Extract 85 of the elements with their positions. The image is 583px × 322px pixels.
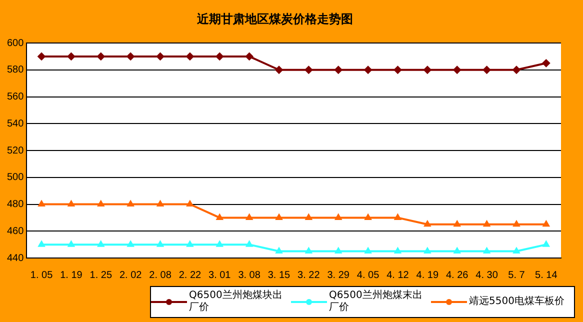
point xyxy=(305,214,312,220)
point xyxy=(454,220,461,227)
point xyxy=(186,200,194,206)
point xyxy=(512,66,520,74)
x-tick-label: 3. 15 xyxy=(268,270,291,281)
x-tick-label: 4. 30 xyxy=(476,270,498,281)
y-tick-label: 460 xyxy=(6,226,24,237)
point xyxy=(482,66,491,74)
point xyxy=(305,247,312,254)
point xyxy=(542,59,550,68)
point xyxy=(275,214,283,220)
legend-label: Q6500兰州炮煤块出厂价 xyxy=(189,290,284,314)
x-tick-label: 3. 01 xyxy=(208,270,232,281)
point xyxy=(68,200,75,206)
y-tick-label: 520 xyxy=(6,145,24,156)
point xyxy=(483,247,490,254)
point xyxy=(156,200,164,206)
x-tick-label: 2. 02 xyxy=(119,270,142,281)
point xyxy=(216,52,224,60)
point xyxy=(245,52,254,60)
point xyxy=(246,214,253,220)
x-tick-label: 3. 29 xyxy=(327,270,350,281)
y-tick-label: 540 xyxy=(6,118,24,130)
x-tick-label: 1. 05 xyxy=(30,270,54,281)
point xyxy=(38,240,46,247)
point xyxy=(542,220,550,227)
legend-label: 靖远5500电煤车板价 xyxy=(469,296,566,308)
point xyxy=(423,66,432,74)
x-tick-label: 1. 19 xyxy=(60,270,83,281)
point xyxy=(453,66,462,74)
y-tick-label: 440 xyxy=(6,252,24,264)
point xyxy=(96,52,105,60)
point xyxy=(97,240,104,247)
x-tick-label: 3. 08 xyxy=(238,270,261,281)
point xyxy=(127,240,134,247)
point xyxy=(364,66,372,74)
point xyxy=(216,214,224,220)
point xyxy=(156,240,164,247)
x-tick-label: 5. 14 xyxy=(535,270,558,281)
y-tick-label: 580 xyxy=(6,64,24,76)
point xyxy=(127,200,134,206)
point xyxy=(394,214,402,220)
x-tick-label: 4. 26 xyxy=(446,270,469,281)
x-tick-label: 5. 7 xyxy=(508,270,526,281)
point xyxy=(186,52,194,60)
point xyxy=(186,240,194,247)
point xyxy=(512,220,520,227)
point xyxy=(542,240,550,247)
point xyxy=(68,240,75,247)
y-tick-label: 600 xyxy=(6,38,24,49)
point xyxy=(394,66,402,74)
y-tick-label: 560 xyxy=(6,92,24,102)
point xyxy=(512,247,520,254)
point xyxy=(275,66,283,74)
y-tick-label: 500 xyxy=(6,172,24,184)
chart-title: 近期甘肃地区煤炭价格走势图 xyxy=(140,6,410,32)
point xyxy=(364,214,372,220)
y-tick-label: 480 xyxy=(6,199,24,210)
legend-label: Q6500兰州炮煤末出厂价 xyxy=(329,290,424,314)
point xyxy=(67,52,76,60)
point xyxy=(364,247,372,254)
x-tick-label: 1. 25 xyxy=(90,270,112,281)
point xyxy=(246,240,253,247)
x-tick-label: 2. 08 xyxy=(149,270,172,281)
point xyxy=(156,52,164,60)
point xyxy=(334,247,342,254)
point xyxy=(38,52,46,60)
x-tick-label: 4. 05 xyxy=(356,270,380,281)
point xyxy=(454,247,461,254)
point xyxy=(424,220,431,227)
point xyxy=(483,220,490,227)
x-tick-label: 3. 22 xyxy=(298,270,320,281)
x-tick-label: 2. 22 xyxy=(178,270,202,281)
point xyxy=(394,247,402,254)
point xyxy=(334,66,342,74)
x-tick-label: 4. 19 xyxy=(416,270,439,281)
point xyxy=(275,247,283,254)
point xyxy=(126,52,135,60)
point xyxy=(304,66,313,74)
point xyxy=(424,247,431,254)
point xyxy=(97,200,104,206)
point xyxy=(38,200,46,206)
point xyxy=(334,214,342,220)
x-tick-label: 4. 12 xyxy=(386,270,410,281)
point xyxy=(216,240,224,247)
